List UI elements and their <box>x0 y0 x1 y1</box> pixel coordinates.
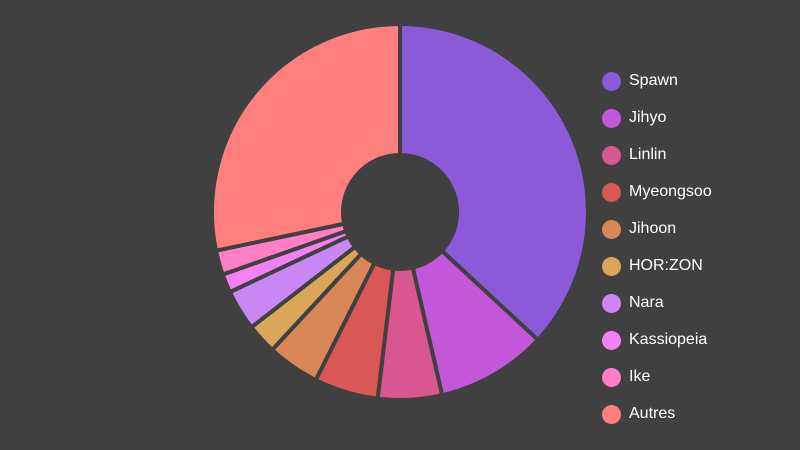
legend-item-hor-zon[interactable]: HOR:ZON <box>602 248 712 285</box>
slice-autres[interactable] <box>210 22 402 253</box>
legend-swatch <box>602 72 621 91</box>
legend-label: Myeongsoo <box>629 182 712 200</box>
legend-item-spawn[interactable]: Spawn <box>602 63 712 100</box>
slice-spawn[interactable] <box>398 22 590 342</box>
legend-item-autres[interactable]: Autres <box>602 396 712 433</box>
legend-swatch <box>602 109 621 128</box>
legend-swatch <box>602 220 621 239</box>
legend-label: HOR:ZON <box>629 256 703 274</box>
legend-swatch <box>602 331 621 350</box>
legend-item-jihoon[interactable]: Jihoon <box>602 211 712 248</box>
legend-item-jihyo[interactable]: Jihyo <box>602 100 712 137</box>
legend-item-linlin[interactable]: Linlin <box>602 137 712 174</box>
legend-swatch <box>602 183 621 202</box>
legend-item-ike[interactable]: Ike <box>602 359 712 396</box>
legend-label: Jihoon <box>629 219 677 237</box>
legend-label: Nara <box>629 293 664 311</box>
legend-label: Kassiopeia <box>629 330 708 348</box>
legend-label: Spawn <box>629 71 678 89</box>
legend-label: Autres <box>629 404 676 422</box>
legend-swatch <box>602 257 621 276</box>
legend: Spawn Jihyo Linlin Myeongsoo Jihoon HOR:ZON Na… <box>602 63 712 433</box>
legend-swatch <box>602 146 621 165</box>
legend-label: Jihyo <box>629 108 667 126</box>
legend-item-myeongsoo[interactable]: Myeongsoo <box>602 174 712 211</box>
legend-swatch <box>602 405 621 424</box>
legend-label: Ike <box>629 367 651 385</box>
legend-label: Linlin <box>629 145 667 163</box>
legend-item-kassiopeia[interactable]: Kassiopeia <box>602 322 712 359</box>
legend-swatch <box>602 368 621 387</box>
legend-item-nara[interactable]: Nara <box>602 285 712 322</box>
legend-swatch <box>602 294 621 313</box>
